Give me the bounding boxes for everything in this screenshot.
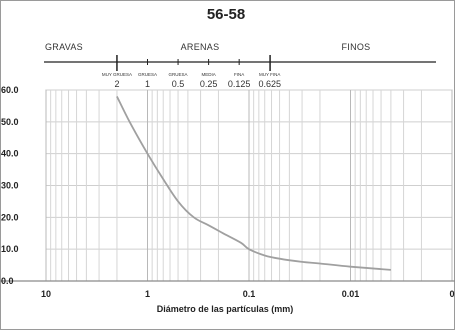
sieve-size-label: 2	[114, 79, 119, 89]
x-tick-label: 0.01	[342, 289, 360, 299]
grid	[45, 89, 453, 282]
chart-title: 56-58	[207, 6, 245, 23]
zone-label: FINOS	[341, 42, 370, 52]
series-layer	[116, 95, 391, 271]
sieve-size-label: 0.625	[258, 79, 281, 89]
grain-size-curve	[116, 95, 391, 271]
sieve-size-label: 1	[145, 79, 150, 89]
y-tick-label: 10.0	[1, 244, 19, 254]
x-tick-label: 0	[449, 289, 454, 299]
axes: 0.0 10.0 20.0 30.0 40.0 50.0 60.0 10 1 0.1 0.01 0	[0, 85, 455, 299]
x-tick-label: 0.1	[243, 289, 256, 299]
subzone-label: FINA	[234, 72, 244, 77]
subzone-label: MUY FINA	[259, 72, 280, 77]
x-tick-label: 10	[41, 289, 51, 299]
x-axis-label: Diámetro de las partículas (mm)	[157, 304, 294, 314]
y-tick-label: 50.0	[1, 117, 19, 127]
subzone-label: MEDIA	[201, 72, 215, 77]
x-tick-label: 1	[145, 289, 150, 299]
classification-band: GRAVAS ARENAS FINOS MUY GRUESA 2 GRUESA 1 GRUES…	[44, 42, 436, 89]
y-tick-label: 40.0	[1, 149, 19, 159]
y-tick-label: 30.0	[1, 181, 19, 191]
sieve-size-label: 0.125	[228, 79, 251, 89]
y-tick-label: 60.0	[1, 85, 19, 95]
sieve-size-label: 0.25	[200, 79, 218, 89]
y-tick-label: 0.0	[1, 276, 14, 286]
subzone-label: MUY GRUESA	[102, 72, 132, 77]
sieve-size-label: 0.5	[172, 79, 185, 89]
zone-label: ARENAS	[181, 42, 220, 52]
y-tick-label: 20.0	[1, 212, 19, 222]
subzone-label: GRUESA	[138, 72, 157, 77]
zone-label: GRAVAS	[45, 42, 83, 52]
subzone-label: GRUESA	[169, 72, 188, 77]
